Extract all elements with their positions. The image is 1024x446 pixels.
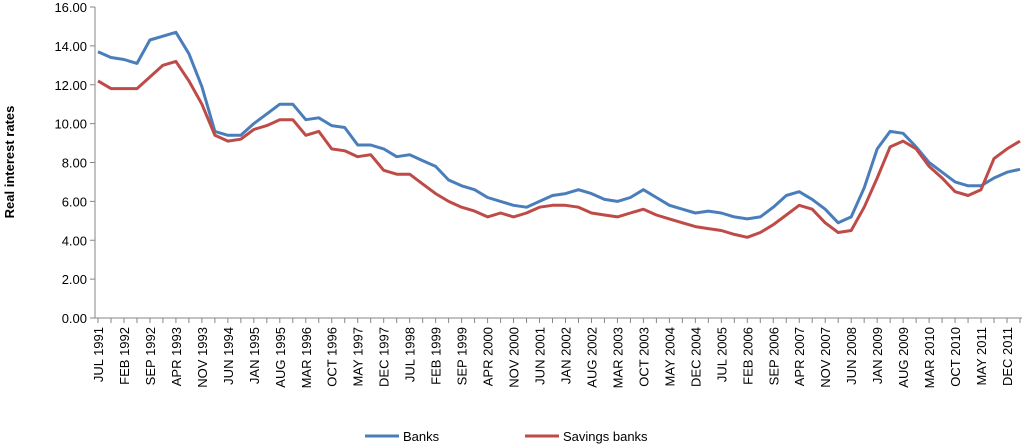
x-tick-label: OCT 2003 [636,327,651,387]
data-line [97,59,1021,239]
y-tick-label: 10.00 [54,117,87,132]
x-tick-label: APR 2007 [792,327,807,386]
x-tick-label: MAY 2011 [974,327,989,386]
x-tick-label: MAR 1996 [299,327,314,388]
legend-label: Savings banks [563,429,648,444]
x-tick-label: NOV 2007 [818,327,833,388]
x-tick-label: JAN 2002 [558,327,573,384]
x-tick-label: AUG 1995 [273,327,288,388]
x-tick-label: NOV 2000 [507,327,522,388]
x-tick-label: NOV 1993 [195,327,210,388]
x-tick-label: MAR 2003 [610,327,625,388]
x-tick-label: FEB 1999 [429,327,444,385]
x-tick-label: DEC 1997 [377,327,392,387]
x-tick-label: JUL 1991 [91,327,106,382]
x-tick-label: JUN 2001 [533,327,548,385]
x-tick-label: SEP 2006 [766,327,781,385]
x-tick-label: MAY 1997 [351,327,366,387]
x-tick-label: APR 2000 [481,327,496,386]
x-tick-label: JAN 1995 [247,327,262,384]
y-tick-label: 4.00 [62,233,87,248]
x-tick-label: JUN 2008 [844,327,859,385]
x-tick-label: SEP 1999 [455,327,470,385]
x-tick-label: OCT 1996 [325,327,340,387]
x-tick-label: FEB 1992 [117,327,132,385]
x-tick-label: DEC 2011 [1000,327,1015,386]
y-tick-label: 12.00 [54,78,87,93]
x-tick-label: MAR 2010 [922,327,937,388]
x-tick-label: MAY 2004 [662,327,677,387]
x-tick-label: FEB 2006 [740,327,755,385]
x-tick-label: AUG 2009 [896,327,911,388]
y-tick-label: 6.00 [62,194,87,209]
x-tick-label: AUG 2002 [584,327,599,388]
x-tick-label: SEP 1992 [143,327,158,385]
y-tick-label: 16.00 [54,0,87,15]
x-tick-label: APR 1993 [169,327,184,386]
x-tick-label: JAN 2009 [870,327,885,384]
y-tick-label: 2.00 [62,272,87,287]
x-tick-label: OCT 2010 [948,327,963,387]
y-axis-label: Real interest rates [2,106,17,219]
x-tick-label: DEC 2004 [688,327,703,387]
data-line [97,30,1021,225]
y-tick-label: 8.00 [62,156,87,171]
legend-label: Banks [403,429,440,444]
x-tick-label: JUL 2005 [714,327,729,382]
y-tick-label: 0.00 [62,311,87,326]
x-tick-label: JUL 1998 [403,327,418,382]
y-tick-label: 14.00 [54,39,87,54]
x-tick-label: JUN 1994 [221,327,236,385]
